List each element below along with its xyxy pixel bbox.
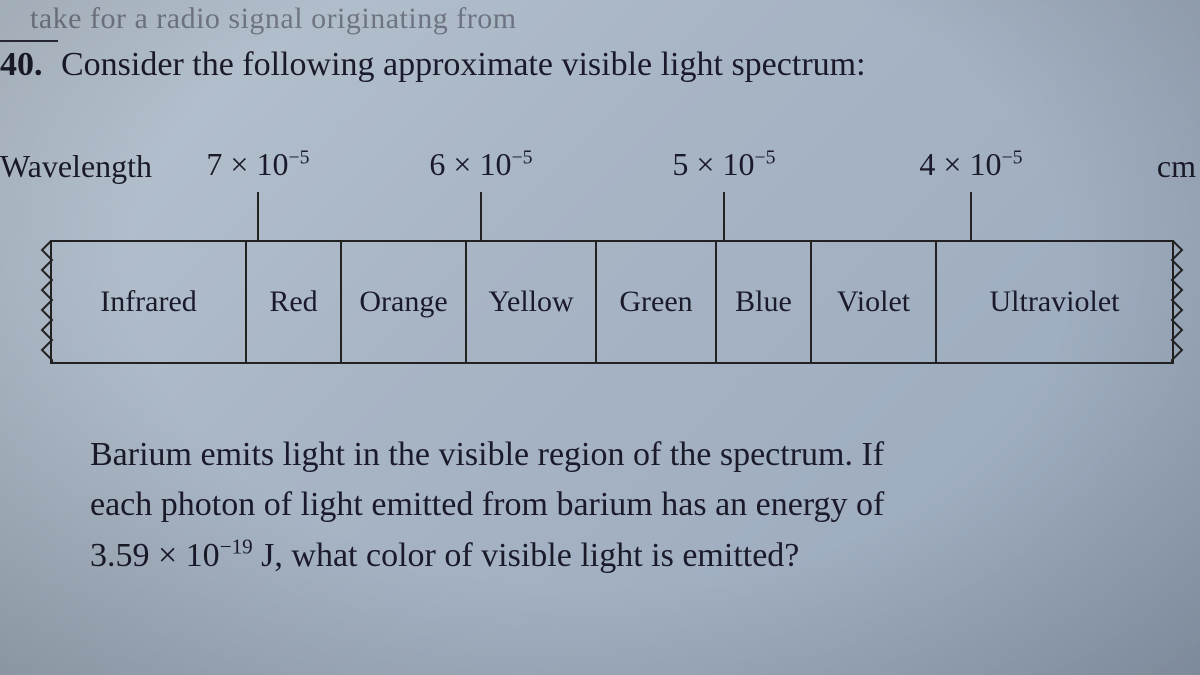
tick-label-3: 4 × 10−5	[919, 146, 1022, 183]
body-exp: −19	[220, 534, 253, 558]
band-orange: Orange	[342, 242, 467, 362]
axis-label: Wavelength	[0, 148, 152, 185]
body-line3a: 3.59 × 10	[90, 537, 220, 574]
previous-line-fragment: take for a radio signal originating from	[30, 2, 517, 36]
tick-1	[480, 192, 482, 242]
band-ultraviolet: Ultraviolet	[937, 242, 1172, 362]
question-line: 40. Consider the following approximate v…	[0, 46, 1200, 84]
band-violet: Violet	[812, 242, 937, 362]
tick-3	[970, 192, 972, 242]
page: take for a radio signal originating from…	[0, 0, 1200, 675]
band-green: Green	[597, 242, 717, 362]
tick-2	[723, 192, 725, 242]
tick-label-1: 6 × 10−5	[429, 146, 532, 183]
axis-unit: cm	[1157, 148, 1196, 185]
body-line3b: J, what color of visible light is emitte…	[253, 537, 800, 574]
band-blue: Blue	[717, 242, 812, 362]
tick-label-0: 7 × 10−5	[206, 146, 309, 183]
band-yellow: Yellow	[467, 242, 597, 362]
body-line2: each photon of light emitted from barium…	[90, 486, 884, 523]
band-red: Red	[247, 242, 342, 362]
tick-0	[257, 192, 259, 242]
tick-label-2: 5 × 10−5	[672, 146, 775, 183]
question-number: 40.	[0, 46, 43, 83]
band-label: Infrared	[100, 285, 197, 319]
band-label: Ultraviolet	[990, 285, 1120, 319]
band-label: Yellow	[488, 285, 573, 319]
band-label: Orange	[359, 285, 447, 319]
band-label: Green	[619, 285, 692, 319]
spectrum-diagram: Infrared Red Orange Yellow Green Blue Vi…	[50, 240, 1174, 364]
band-label: Blue	[735, 285, 792, 319]
cutoff-rule	[0, 40, 58, 42]
band-label: Red	[269, 285, 317, 319]
band-label: Violet	[837, 285, 910, 319]
question-body: Barium emits light in the visible region…	[90, 430, 1192, 581]
body-line1: Barium emits light in the visible region…	[90, 436, 884, 473]
question-prompt: Consider the following approximate visib…	[61, 46, 866, 83]
band-infrared: Infrared	[52, 242, 247, 362]
